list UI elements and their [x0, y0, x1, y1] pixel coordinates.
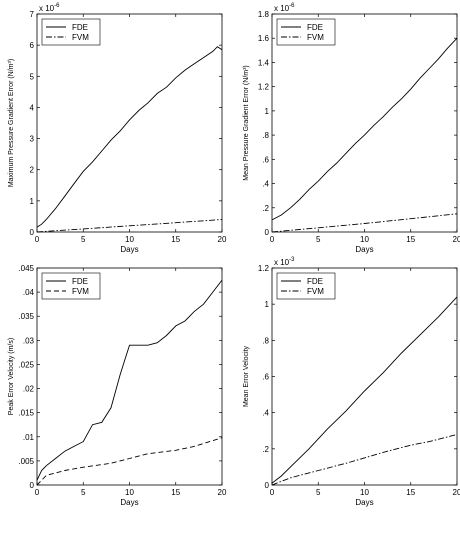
legend-label-fde: FDE [307, 277, 323, 286]
legend-box [276, 18, 336, 46]
plot-frame [36, 13, 223, 233]
legend-label-fde: FDE [72, 23, 88, 32]
legend-box [41, 272, 101, 300]
y-tick-label: 6 [30, 41, 35, 50]
x-tick-label: 5 [316, 235, 321, 244]
y-exponent-label: x 10-6 [39, 3, 60, 13]
y-tick-label: 1.2 [258, 83, 270, 92]
y-tick-label: .4 [262, 409, 269, 418]
x-axis-label: Days [355, 498, 373, 507]
x-tick-label: 10 [360, 235, 369, 244]
y-tick-label: 3 [30, 135, 35, 144]
x-tick-label: 20 [218, 235, 227, 244]
y-axis-label: Maximum Pressure Gradient Error (N/m³) [8, 59, 15, 187]
legend-box [41, 18, 101, 46]
series-line-fvm [271, 213, 458, 233]
chart-panel-1: 0 5 10 15 20 0 1 2 3 4 5 6 7 x 10-6 Days Maximum Pressu… [8, 3, 227, 254]
y-tick-label: 1.4 [258, 58, 270, 67]
y-tick-label: .005 [18, 457, 34, 466]
x-tick-label: 15 [171, 488, 180, 497]
series-line-fde [36, 46, 223, 228]
legend-box [276, 272, 336, 300]
x-tick-label: 5 [81, 235, 86, 244]
y-axis-label: Peak Error Velocity (m/s) [8, 338, 15, 415]
x-tick-label: 10 [125, 235, 134, 244]
y-exponent-label: x 10-3 [274, 257, 295, 267]
x-axis-label: Days [120, 245, 138, 254]
x-tick-label: 0 [270, 235, 275, 244]
series-line-fvm [36, 437, 223, 486]
y-tick-label: 1 [30, 197, 35, 206]
legend-label-fvm: FVM [72, 287, 89, 296]
legend-label-fvm: FVM [307, 33, 324, 42]
x-tick-label: 10 [125, 488, 134, 497]
y-tick-label: .045 [18, 264, 34, 273]
x-tick-label: 5 [316, 488, 321, 497]
x-axis-label: Days [355, 245, 373, 254]
y-tick-label: .6 [262, 373, 269, 382]
y-tick-label: .04 [23, 288, 35, 297]
y-tick-label: .4 [262, 180, 269, 189]
x-tick-label: 5 [81, 488, 86, 497]
y-tick-label: 1 [265, 107, 270, 116]
y-tick-label: 1 [265, 300, 270, 309]
y-tick-label: .035 [18, 312, 34, 321]
chart-panel-2: 0 5 10 15 20 0 .2 .4 .6 .8 1 1.2 1.4 1.6 1.8 x 10-6 Days… [243, 3, 460, 254]
legend-label-fde: FDE [307, 23, 323, 32]
y-tick-label: .8 [262, 131, 269, 140]
y-tick-label: .03 [23, 336, 35, 345]
y-exponent-label: x 10-6 [274, 3, 295, 13]
chart-panel-3: 0 5 10 15 20 0 .005 .01 .015 .02 .025 .03 .035 .04 .04… [8, 264, 227, 507]
x-tick-label: 20 [453, 235, 460, 244]
x-tick-label: 15 [406, 235, 415, 244]
x-tick-label: 0 [35, 488, 40, 497]
series-line-fde [36, 279, 223, 481]
y-tick-label: 0 [265, 228, 270, 237]
y-tick-label: .01 [23, 433, 35, 442]
x-tick-label: 20 [453, 488, 460, 497]
y-axis-label: Mean Error Velocity [243, 345, 250, 407]
y-tick-label: 0 [265, 481, 270, 490]
series-line-fvm [36, 219, 223, 233]
y-tick-label: .015 [18, 409, 34, 418]
y-tick-label: 1.6 [258, 34, 270, 43]
y-tick-label: 0 [30, 228, 35, 237]
y-tick-label: 2 [30, 166, 35, 175]
y-tick-label: 7 [30, 10, 35, 19]
legend-label-fvm: FVM [72, 33, 89, 42]
y-tick-label: .2 [262, 445, 269, 454]
y-tick-label: 1.8 [258, 10, 270, 19]
series-line-fde [271, 37, 458, 221]
x-tick-label: 0 [35, 235, 40, 244]
y-tick-label: .8 [262, 336, 269, 345]
series-line-fde [271, 296, 458, 484]
x-tick-label: 15 [406, 488, 415, 497]
plot-frame [36, 267, 223, 486]
y-tick-label: 0 [30, 481, 35, 490]
x-tick-label: 20 [218, 488, 227, 497]
x-tick-label: 15 [171, 235, 180, 244]
legend-label-fde: FDE [72, 277, 88, 286]
x-tick-label: 0 [270, 488, 275, 497]
chart-panel-4: 0 5 10 15 20 0 .2 .4 .6 .8 1 1.2 x 10-3 Days Mean Erro… [243, 257, 460, 507]
y-tick-label: .2 [262, 204, 269, 213]
plot-frame [271, 267, 458, 486]
y-axis-label: Mean Pressure Gradient Error (N/m³) [243, 65, 250, 181]
legend-label-fvm: FVM [307, 287, 324, 296]
x-tick-label: 10 [360, 488, 369, 497]
y-tick-label: 5 [30, 72, 35, 81]
y-tick-label: 4 [30, 103, 35, 112]
y-tick-label: .025 [18, 360, 34, 369]
y-tick-label: .6 [262, 155, 269, 164]
x-axis-label: Days [120, 498, 138, 507]
series-line-fvm [271, 433, 458, 486]
y-tick-label: 1.2 [258, 264, 270, 273]
y-tick-label: .02 [23, 385, 35, 394]
